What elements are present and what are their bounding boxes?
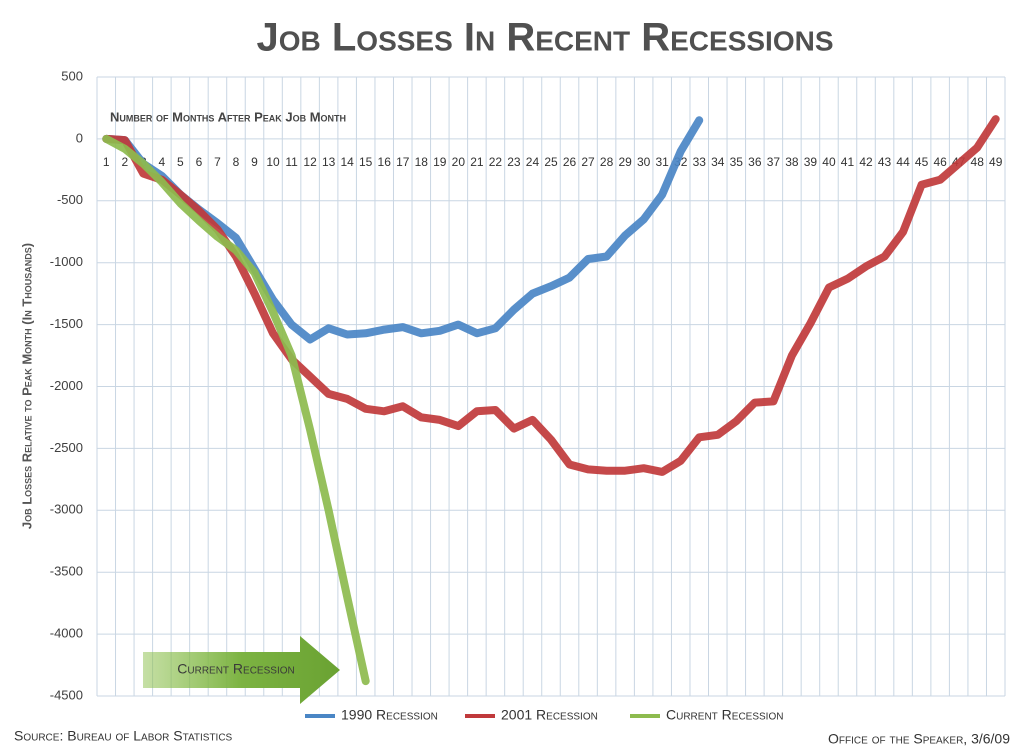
- arrow: [143, 636, 340, 704]
- x-tick-label: 42: [859, 155, 873, 169]
- legend-label: Current Recession: [666, 707, 783, 723]
- x-tick-label: 10: [266, 155, 280, 169]
- x-tick-label: 7: [214, 155, 221, 169]
- series-line: [102, 115, 1000, 476]
- source: Source: Bureau of Labor Statistics: [14, 728, 233, 744]
- x-tick-label: 15: [359, 155, 373, 169]
- x-tick-label: 12: [303, 155, 317, 169]
- legend-label: 2001 Recession: [501, 707, 598, 723]
- x-tick-label: 20: [452, 155, 466, 169]
- x-tick-label: 14: [340, 155, 354, 169]
- y-tick-label: -3000: [50, 502, 83, 517]
- x-tick-label: 29: [618, 155, 632, 169]
- x-tick-label: 21: [470, 155, 484, 169]
- x-tick-label: 30: [637, 155, 651, 169]
- x-tick-label: 40: [822, 155, 836, 169]
- x-tick-label: 27: [581, 155, 595, 169]
- x-tick-label: 33: [693, 155, 707, 169]
- x-tick-label: 19: [433, 155, 447, 169]
- x-tick-label: 49: [989, 155, 1003, 169]
- y-tick-label: -2500: [50, 440, 83, 455]
- plot-area: 500 0 -500 -1000 -1500 -2000 -2500 -3000 -3500 -4…: [50, 68, 1006, 702]
- series-line: [102, 116, 704, 344]
- y-tick-label: 0: [76, 130, 83, 145]
- x-tick-label: 5: [177, 155, 184, 169]
- x-tick-label: 9: [251, 155, 258, 169]
- y-tick-label: -2000: [50, 378, 83, 393]
- x-tick-label: 18: [415, 155, 429, 169]
- x-tick-label: 41: [841, 155, 855, 169]
- y-tick-label: -500: [57, 192, 83, 207]
- x-tick-label: 25: [544, 155, 558, 169]
- x-tick-label: 43: [878, 155, 892, 169]
- x-tick-label: 45: [915, 155, 929, 169]
- x-tick-label: 28: [600, 155, 614, 169]
- series-line: [102, 134, 370, 686]
- x-tick-label: 2: [121, 155, 128, 169]
- y-axis-label: Job Losses Relative to Peak Month (In Th…: [19, 243, 34, 529]
- arrow-label: Current Recession: [177, 661, 294, 677]
- legend-label: 1990 Recession: [341, 707, 438, 723]
- x-tick-label: 31: [656, 155, 670, 169]
- y-tick-label: -1000: [50, 254, 83, 269]
- x-tick-label: 23: [507, 155, 521, 169]
- x-tick-label: 6: [196, 155, 203, 169]
- x-tick-label: 16: [378, 155, 392, 169]
- y-tick-label: -1500: [50, 316, 83, 331]
- y-tick-label: -3500: [50, 564, 83, 579]
- x-tick-label: 34: [711, 155, 725, 169]
- x-tick-label: 24: [526, 155, 540, 169]
- x-tick-label: 48: [971, 155, 985, 169]
- x-tick-label: 37: [767, 155, 781, 169]
- x-tick-label: 17: [396, 155, 410, 169]
- x-tick-label: 36: [748, 155, 762, 169]
- x-tick-label: 35: [730, 155, 744, 169]
- x-tick-label: 39: [804, 155, 818, 169]
- x-tick-label: 38: [785, 155, 799, 169]
- x-tick-label: 44: [896, 155, 910, 169]
- credit: Office of the Speaker, 3/6/09: [828, 731, 1010, 747]
- x-axis-annotation: Number of Months After Peak Job Month: [110, 109, 346, 124]
- x-tick-label: 4: [159, 155, 166, 169]
- x-tick-label: 26: [563, 155, 577, 169]
- x-tick-label: 13: [322, 155, 336, 169]
- x-tick-label: 8: [233, 155, 240, 169]
- y-tick-label: -4000: [50, 626, 83, 641]
- chart-title: Job Losses In Recent Recessions: [257, 16, 834, 60]
- x-tick-label: 46: [933, 155, 947, 169]
- x-tick-label: 22: [489, 155, 503, 169]
- legend: 1990 Recession 2001 Recession Current Rece…: [305, 707, 783, 723]
- y-tick-label: 500: [61, 68, 83, 83]
- x-tick-label: 1: [103, 155, 110, 169]
- x-tick-label: 11: [285, 155, 298, 169]
- y-tick-label: -4500: [50, 687, 83, 702]
